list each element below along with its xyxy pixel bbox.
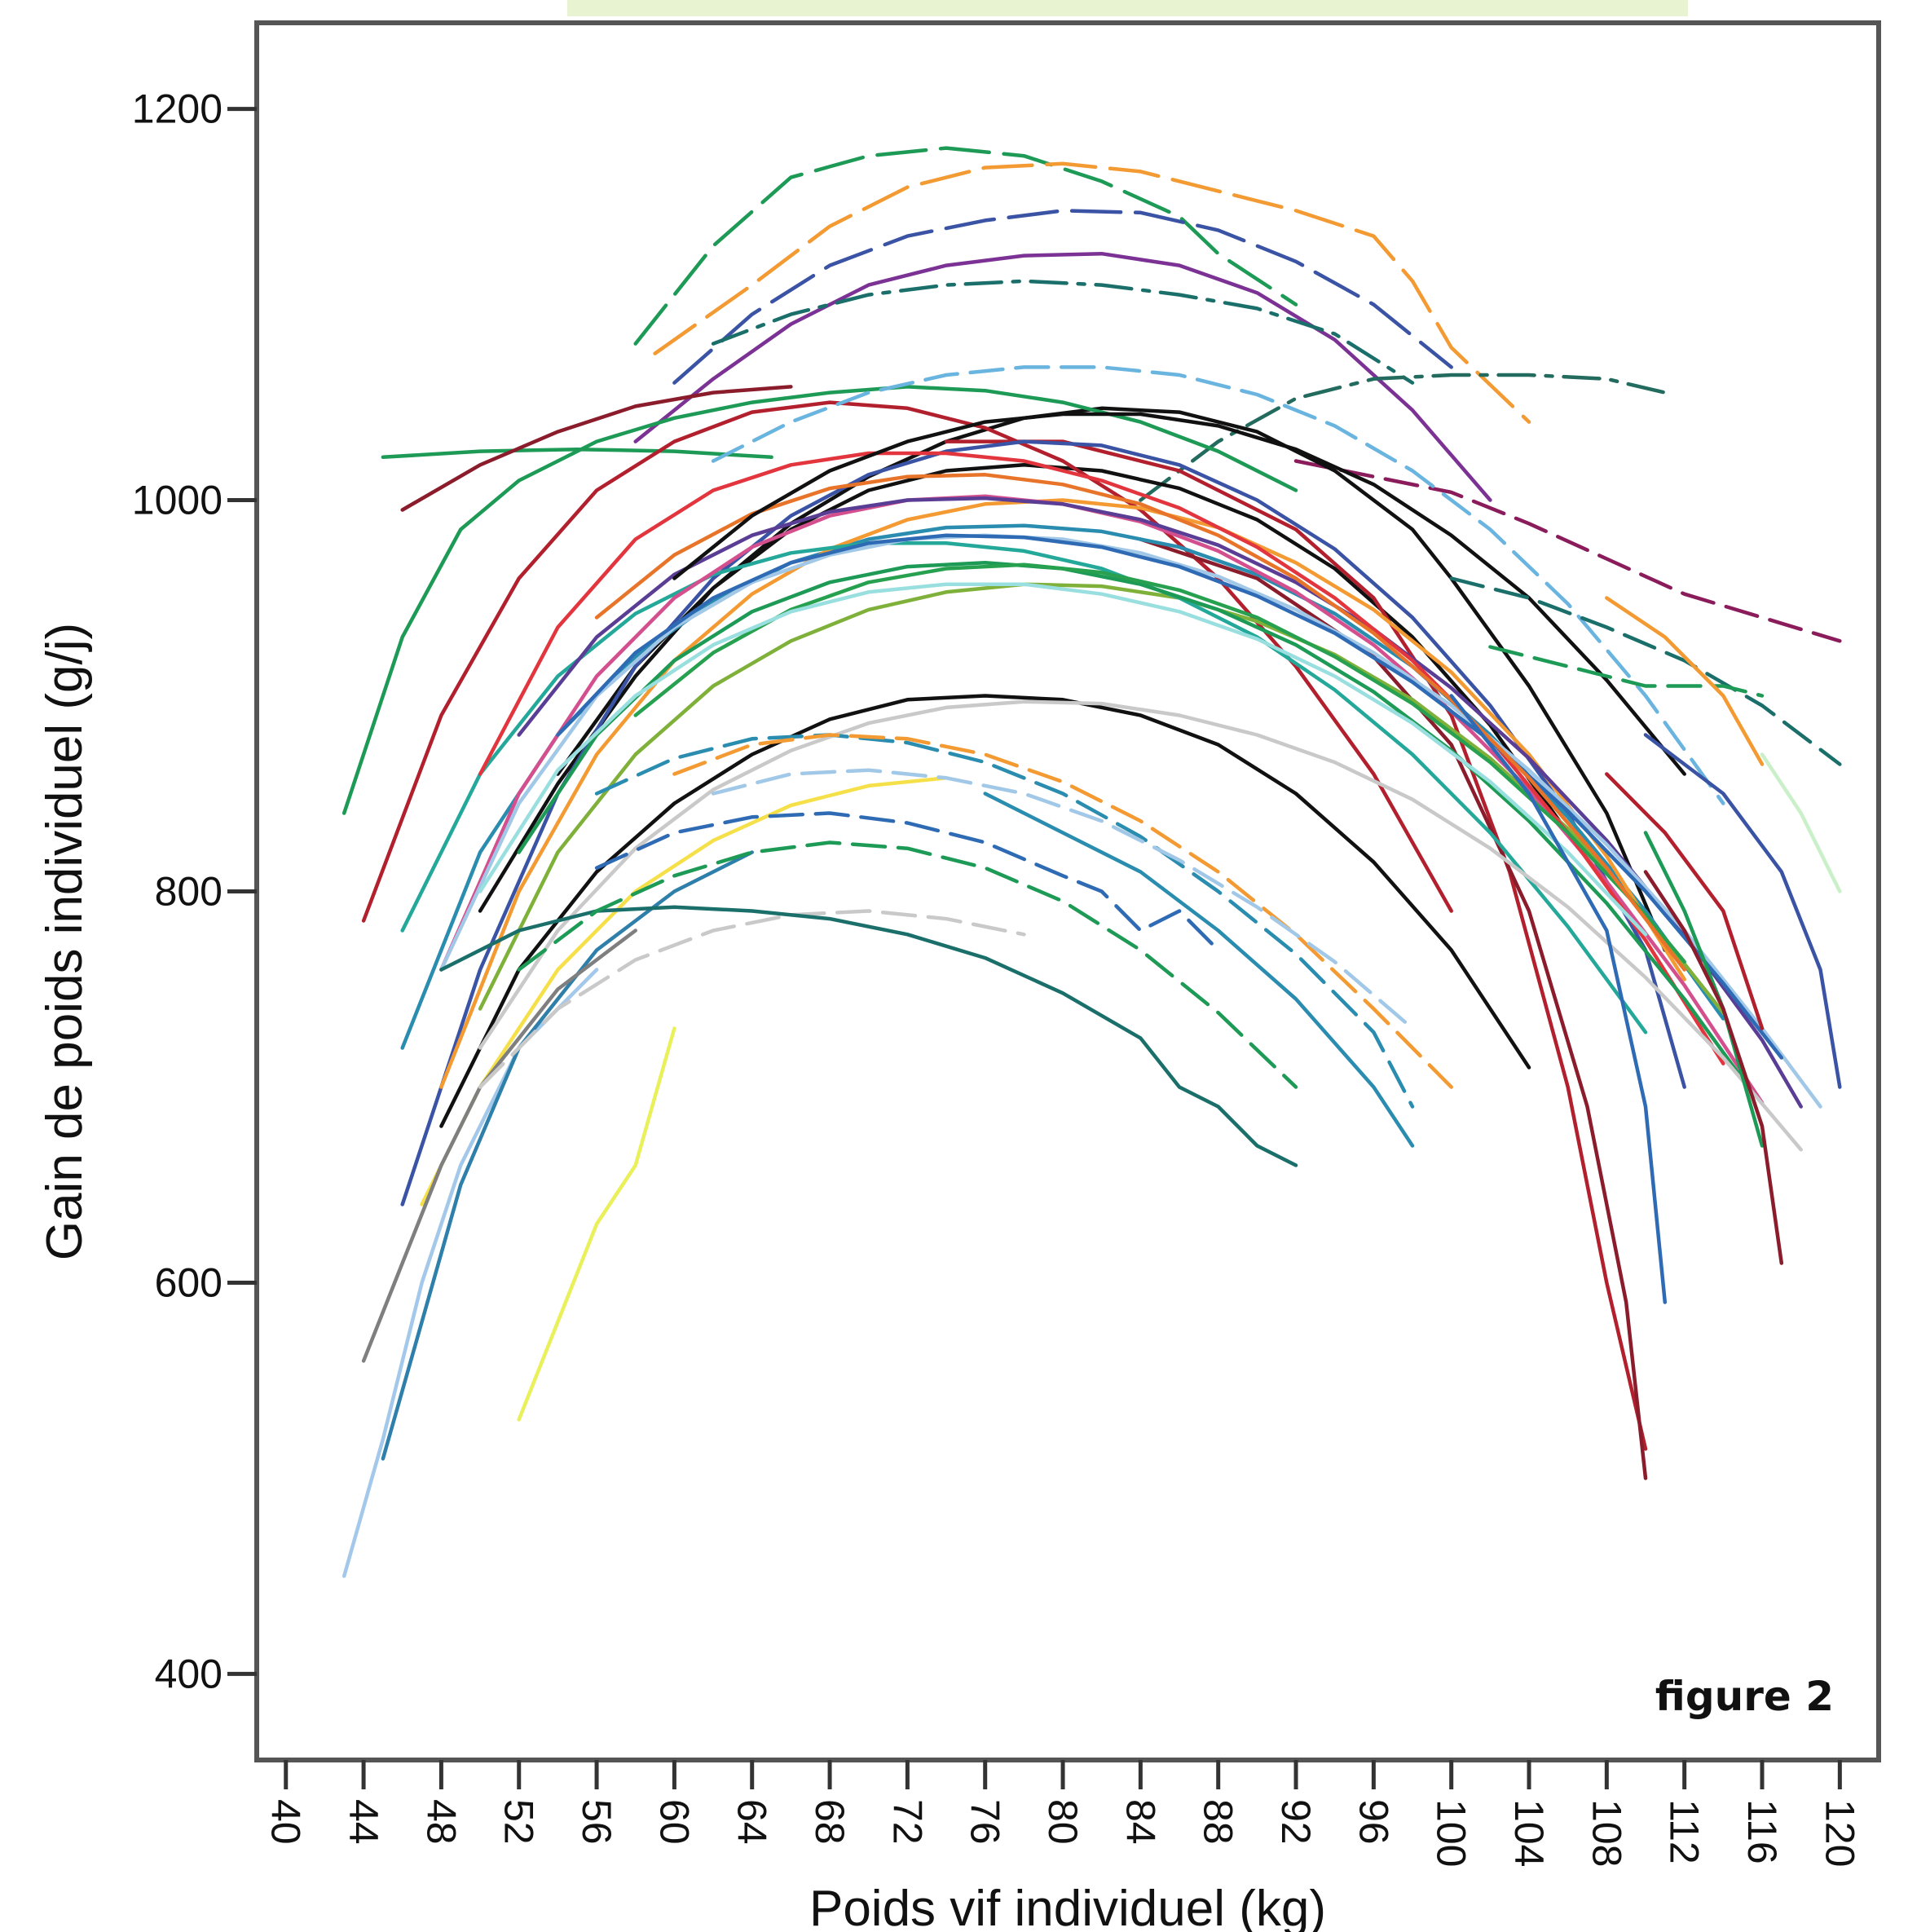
x-tick-label-84: 84 xyxy=(1117,1799,1163,1845)
series-line-19 xyxy=(439,498,1686,1089)
y-tick-label-400: 400 xyxy=(155,1651,223,1696)
y-tick-label-600: 600 xyxy=(155,1259,223,1305)
y-tick-label-1200: 1200 xyxy=(132,86,223,132)
x-tick-label-40: 40 xyxy=(263,1799,309,1845)
series-line-54 xyxy=(1449,694,1668,1304)
x-tick-label-92: 92 xyxy=(1273,1799,1319,1845)
series-line-12 xyxy=(556,463,1570,835)
series-line-35 xyxy=(517,1026,676,1422)
series-line-34 xyxy=(420,776,949,1206)
x-tick-label-76: 76 xyxy=(963,1799,1008,1845)
series-line-41 xyxy=(517,840,1298,1089)
x-tick-label-60: 60 xyxy=(651,1799,697,1845)
x-tick-label-52: 52 xyxy=(496,1799,542,1845)
x-tick-label-44: 44 xyxy=(341,1799,386,1845)
series-line-4 xyxy=(633,251,1492,502)
header-banner xyxy=(567,0,1688,16)
y-axis-title: Gain de poids individuel (g/j) xyxy=(37,623,93,1260)
x-axis: 40 44 48 52 56 60 64 68 72 76 80 84 88 92 96 100 104 108 1… xyxy=(263,1760,1862,1867)
series-line-45 xyxy=(711,768,1415,1030)
series-line-5 xyxy=(711,279,1415,385)
series-line-50 xyxy=(1643,733,1842,1089)
y-axis: 400 600 800 1000 1200 xyxy=(132,86,257,1696)
series-line-33 xyxy=(711,365,1725,805)
series-line-6 xyxy=(1139,373,1668,502)
series-line-28 xyxy=(556,533,1784,1060)
series-line-48 xyxy=(1488,645,1765,698)
x-tick-label-104: 104 xyxy=(1506,1799,1552,1867)
series-line-46 xyxy=(983,792,1415,1148)
x-tick-label-80: 80 xyxy=(1040,1799,1086,1845)
series-line-11 xyxy=(439,694,1531,1128)
x-axis-title: Poids vif individuel (kg) xyxy=(809,1881,1326,1932)
series-line-29 xyxy=(633,562,1686,964)
x-tick-label-72: 72 xyxy=(884,1799,930,1845)
x-tick-label-68: 68 xyxy=(807,1799,853,1845)
series-line-39 xyxy=(478,909,1026,1089)
x-tick-label-108: 108 xyxy=(1584,1799,1629,1867)
series-line-42 xyxy=(594,811,1220,952)
series-line-49 xyxy=(1605,596,1765,766)
x-tick-label-116: 116 xyxy=(1739,1799,1785,1864)
x-tick-label-64: 64 xyxy=(729,1799,775,1845)
series-line-40 xyxy=(439,905,1298,1167)
series-line-47 xyxy=(1449,576,1842,766)
series-line-16 xyxy=(342,385,1298,815)
series-line-3 xyxy=(672,209,1453,385)
series-line-9 xyxy=(1293,459,1842,643)
series-line-13 xyxy=(361,400,1453,923)
series-line-31 xyxy=(478,582,1648,937)
series-line-24 xyxy=(478,451,1725,1065)
series-line-17 xyxy=(400,439,1686,1206)
x-tick-label-100: 100 xyxy=(1429,1799,1474,1867)
series-line-51 xyxy=(1605,772,1765,1030)
x-tick-label-48: 48 xyxy=(418,1799,464,1845)
series-line-53 xyxy=(1643,870,1784,1265)
series-line-27 xyxy=(478,699,1803,1152)
series-line-8 xyxy=(400,385,793,512)
series-line-21 xyxy=(400,541,1648,1034)
y-tick-label-1000: 1000 xyxy=(132,478,223,523)
series-layer xyxy=(342,146,1842,1578)
y-tick-label-800: 800 xyxy=(155,869,223,915)
x-tick-label-56: 56 xyxy=(574,1799,619,1845)
series-line-25 xyxy=(517,561,1745,1082)
series-line-44 xyxy=(672,733,1453,1089)
series-line-2 xyxy=(653,161,1531,424)
series-line-30 xyxy=(594,473,1686,972)
series-line-20 xyxy=(478,582,1725,1015)
series-line-1 xyxy=(633,146,1298,346)
series-line-38 xyxy=(361,929,637,1363)
series-line-32 xyxy=(672,412,1686,776)
series-line-55 xyxy=(1760,752,1842,893)
figure-label: figure 2 xyxy=(1655,1673,1834,1720)
series-line-52 xyxy=(1643,831,1765,1148)
x-tick-label-112: 112 xyxy=(1662,1799,1708,1864)
series-line-43 xyxy=(594,733,1415,1109)
series-line-15 xyxy=(1139,537,1648,1480)
x-tick-label-96: 96 xyxy=(1351,1799,1396,1845)
x-tick-label-88: 88 xyxy=(1196,1799,1241,1845)
x-tick-label-120: 120 xyxy=(1817,1799,1862,1867)
